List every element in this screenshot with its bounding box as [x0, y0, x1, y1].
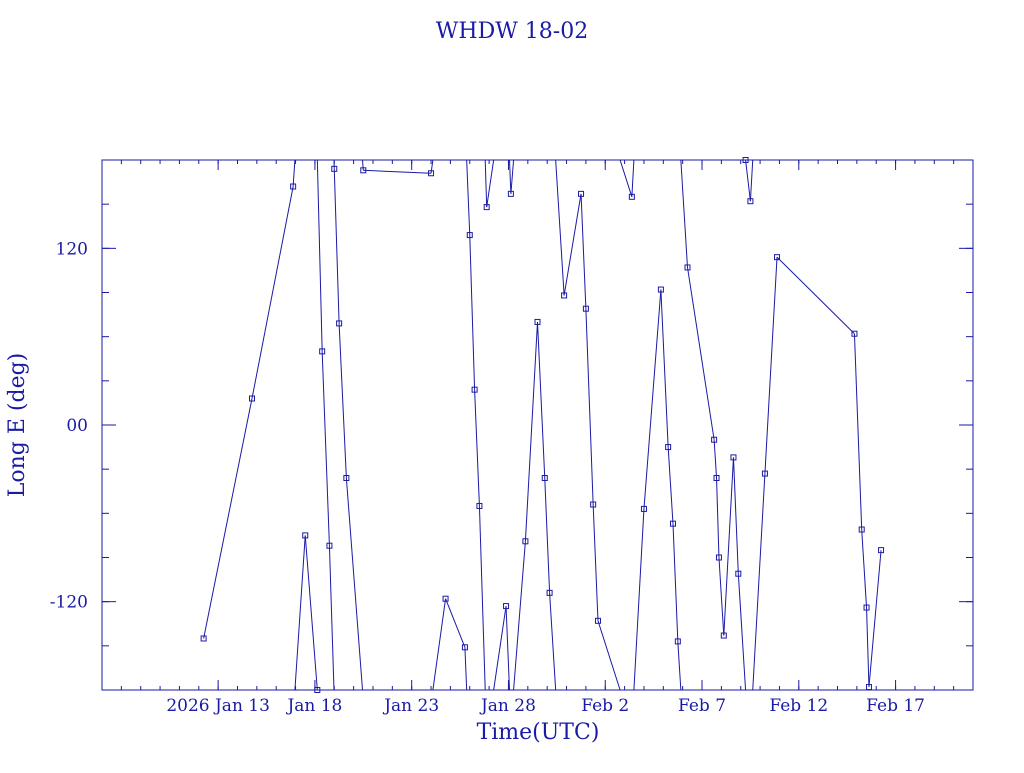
series-segment: [470, 235, 475, 390]
series-segment: [644, 290, 661, 509]
series-segment: [634, 509, 644, 690]
x-tick-label: Jan 28: [479, 696, 536, 716]
chart-title: WHDW 18-02: [436, 19, 588, 44]
series-segment: [506, 606, 509, 690]
series-segment: [538, 322, 545, 478]
series-segment: [479, 506, 485, 690]
series-segment: [869, 550, 881, 687]
series-segment: [363, 160, 364, 170]
series-segment: [556, 160, 564, 295]
axis-ticks: [102, 160, 973, 690]
series-segment: [363, 170, 431, 173]
series-segment: [446, 599, 465, 648]
series-segment: [854, 334, 861, 530]
y-tick-label: 120: [56, 239, 88, 259]
series-segment: [433, 599, 446, 690]
series-segment: [678, 641, 681, 690]
y-tick-label: 00: [66, 416, 88, 436]
x-axis-label: Time(UTC): [477, 720, 600, 745]
series-segment: [305, 535, 317, 690]
x-tick-label: Feb 12: [769, 696, 828, 716]
series-segment: [475, 390, 480, 506]
x-tick-label: 2026 Jan 13: [166, 696, 270, 716]
series-segment: [733, 457, 738, 573]
plot-frame: [102, 160, 973, 690]
series-segment: [467, 160, 470, 235]
series-segment: [204, 399, 252, 639]
x-tick-label: Feb 7: [678, 696, 726, 716]
x-tick-label: Jan 23: [382, 696, 439, 716]
x-tick-label: Feb 17: [866, 696, 925, 716]
y-axis-label: Long E (deg): [5, 353, 30, 498]
series-segment: [317, 160, 322, 351]
series-segment: [688, 267, 715, 439]
series-segment: [465, 647, 467, 690]
series-segment: [509, 160, 510, 194]
series-segment: [714, 440, 716, 478]
series-segment: [724, 457, 734, 635]
series-segment: [668, 447, 673, 524]
series-segment: [485, 160, 486, 207]
series-segment: [673, 524, 678, 642]
series-segment: [514, 541, 526, 690]
series-segment: [681, 160, 688, 267]
series-segment: [586, 309, 593, 505]
series-segment: [525, 322, 537, 541]
x-tick-label: Jan 18: [285, 696, 342, 716]
series-segment: [593, 505, 598, 621]
series-segment: [738, 574, 745, 690]
series-segment: [620, 160, 632, 197]
series-segment: [487, 160, 494, 207]
series-segment: [862, 530, 867, 608]
series-segment: [746, 160, 751, 201]
series-line: [204, 160, 881, 690]
series-segment: [777, 257, 854, 334]
series-segment: [322, 351, 329, 545]
series-segment: [545, 478, 550, 593]
axis-tick-labels: 2026 Jan 13 Jan 18 Jan 23 Jan 28 Feb 2 Feb 7 F…: [50, 239, 925, 716]
series-segment: [252, 187, 293, 399]
series-segment: [494, 606, 506, 690]
series-segment: [295, 535, 305, 690]
series-segment: [511, 160, 514, 194]
series-segment: [661, 290, 668, 448]
series-segment: [867, 608, 869, 688]
series-segment: [329, 546, 334, 690]
series-segment: [550, 593, 556, 690]
series-segment: [598, 621, 620, 690]
y-tick-label: -120: [50, 593, 88, 613]
series-segment: [753, 474, 765, 690]
series-segment: [339, 323, 346, 478]
x-tick-label: Feb 2: [581, 696, 629, 716]
series-segment: [765, 257, 777, 473]
series-segment: [719, 558, 724, 636]
series-segment: [717, 478, 719, 558]
series-segment: [293, 160, 295, 187]
series-segment: [334, 169, 339, 324]
series-segment: [581, 194, 586, 309]
series-segment: [750, 160, 752, 201]
series-segment: [632, 160, 634, 197]
series-segment: [564, 194, 581, 296]
series-segment: [346, 478, 362, 690]
